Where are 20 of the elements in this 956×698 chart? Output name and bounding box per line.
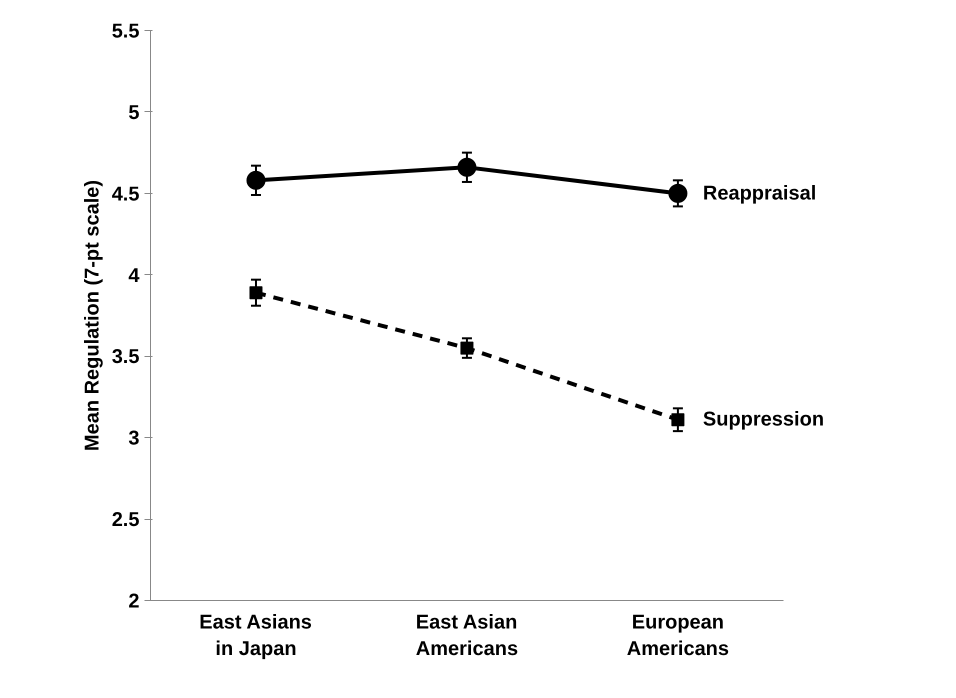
y-tick-label: 3.5 bbox=[112, 346, 140, 368]
y-tick-label: 2 bbox=[128, 590, 140, 612]
point bbox=[246, 170, 266, 190]
x-tick-label: East Asian Americans bbox=[416, 612, 518, 660]
y-tick-label: 5.5 bbox=[112, 20, 140, 42]
point bbox=[668, 184, 688, 203]
series-label: Suppression bbox=[702, 408, 824, 431]
point bbox=[460, 342, 474, 355]
y-tick-label: 5 bbox=[128, 102, 140, 124]
x-tick-label: European Americans bbox=[626, 612, 730, 660]
point bbox=[457, 158, 476, 177]
x-tick-label: East Asians in Japan bbox=[199, 612, 312, 660]
y-tick-label: 4.5 bbox=[112, 183, 140, 206]
point bbox=[249, 286, 262, 300]
series-label: Reappraisal bbox=[702, 182, 816, 204]
point bbox=[671, 413, 684, 426]
y-axis-title: Mean Regulation (7-pt scale) bbox=[82, 180, 104, 452]
y-tick-label: 4 bbox=[128, 264, 140, 287]
y-tick-label: 2.5 bbox=[112, 509, 140, 532]
y-tick-label: 3 bbox=[128, 428, 140, 450]
